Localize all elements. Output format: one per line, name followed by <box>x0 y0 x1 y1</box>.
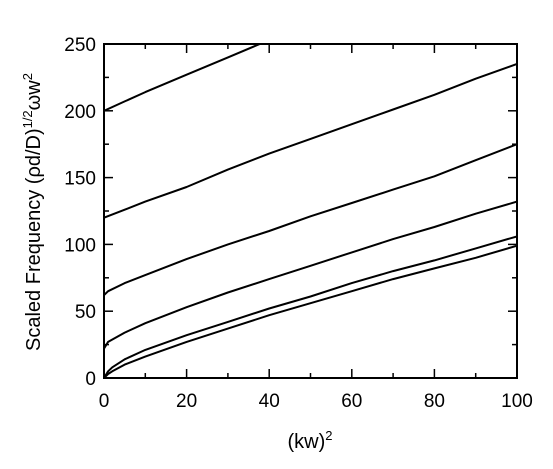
y-tick-label: 0 <box>85 369 96 390</box>
x-axis-label: (kw)2 <box>288 428 333 453</box>
x-tick-label: 0 <box>99 391 110 412</box>
series-line-4 <box>104 143 517 296</box>
series-line-5 <box>104 63 517 219</box>
y-tick-label: 250 <box>64 35 96 56</box>
x-tick-label: 40 <box>259 391 280 412</box>
series-line-1 <box>104 244 517 378</box>
tick-labels: 0 20 40 60 80 100 0 50 100 150 200 250 <box>64 35 533 412</box>
x-tick-label: 60 <box>341 391 362 412</box>
y-tick-label: 100 <box>64 235 96 256</box>
series-line-6 <box>104 44 263 112</box>
series-line-3 <box>104 200 517 350</box>
y-tick-label: 200 <box>64 102 96 123</box>
x-tick-label: 80 <box>424 391 445 412</box>
x-tick-label: 20 <box>176 391 197 412</box>
y-tick-label: 150 <box>64 169 96 190</box>
series-line-2 <box>104 235 517 378</box>
series-lines <box>104 44 517 378</box>
plot-frame <box>103 43 518 379</box>
x-tick-label: 100 <box>501 391 533 412</box>
y-axis-label: Scaled Frequency (ρd/D)1/2ωw2 <box>20 73 45 351</box>
y-tick-label: 50 <box>75 302 96 323</box>
axis-ticks <box>103 43 518 379</box>
